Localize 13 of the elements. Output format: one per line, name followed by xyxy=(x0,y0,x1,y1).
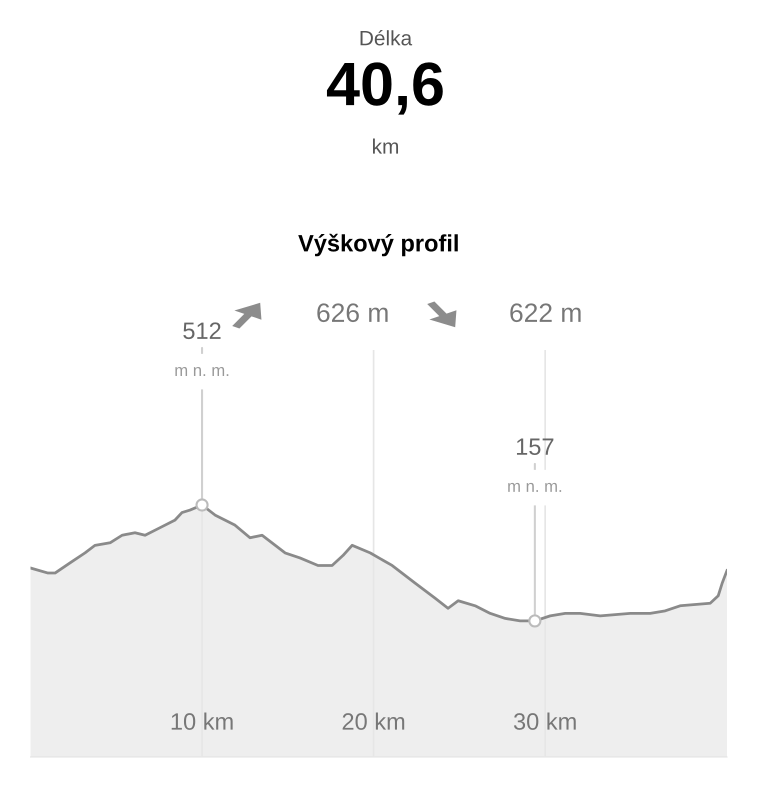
text: m n. m. xyxy=(508,482,562,492)
x-tick-label: 30 km xyxy=(514,712,576,730)
x-tick-label: 20 km xyxy=(342,712,404,730)
annotation: 512 xyxy=(183,322,221,340)
text: 40,6 xyxy=(326,62,443,115)
text: Délka xyxy=(360,30,412,46)
text: 626 m xyxy=(317,303,388,322)
annotation: 157 xyxy=(516,438,554,456)
text: m n. m. xyxy=(175,367,228,376)
x-tick-label: 10 km xyxy=(172,712,233,730)
chart-title: Výškový profil xyxy=(298,234,458,256)
text: 622 m xyxy=(510,303,581,322)
text: km xyxy=(373,138,398,154)
